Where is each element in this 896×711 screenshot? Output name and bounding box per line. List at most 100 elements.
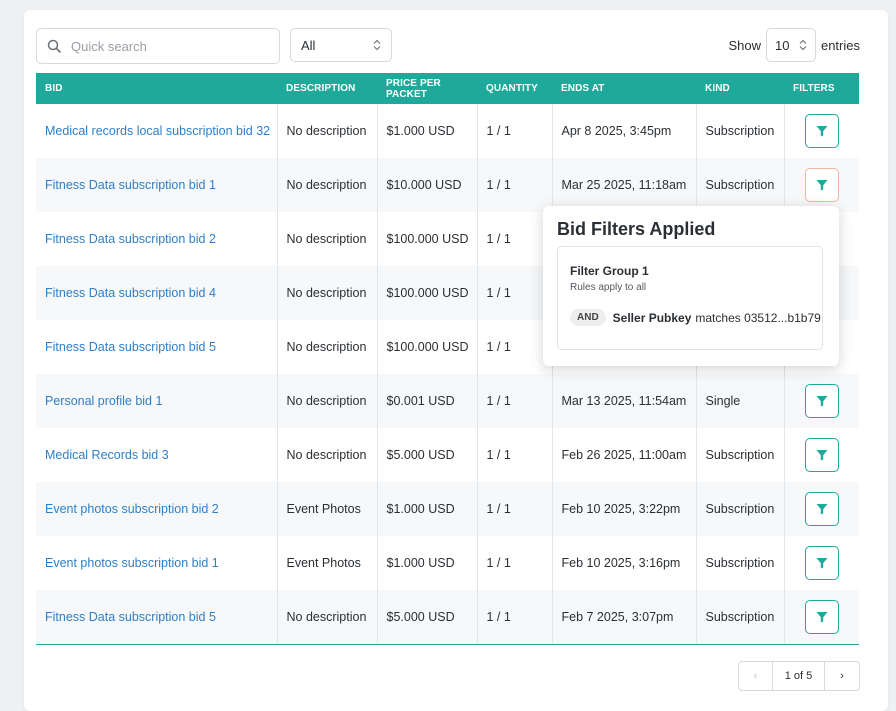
rule-operator-badge: AND [570,309,606,326]
prev-page-button[interactable]: ‹ [739,662,773,690]
filter-button[interactable] [804,168,839,202]
bid-cell[interactable]: Personal profile bid 1 [36,374,278,428]
bid-cell[interactable]: Event photos subscription bid 2 [36,482,278,536]
filter-button[interactable] [804,114,839,148]
filters-cell [784,158,859,212]
filter-button[interactable] [804,438,839,472]
header-ends-at[interactable]: ENDS AT [552,73,696,104]
filter-button[interactable] [804,492,839,526]
quick-search[interactable] [36,28,280,64]
entries-control: Show 10 entries [728,28,860,62]
next-page-button[interactable]: › [840,670,844,682]
price-cell: $1.000 USD [377,104,478,158]
price-cell: $5.000 USD [377,590,478,645]
entries-value: 10 [774,37,790,53]
quantity-cell: 1 / 1 [477,104,553,158]
price-cell: $5.000 USD [377,428,478,482]
bid-cell[interactable]: Fitness Data subscription bid 1 [36,158,278,212]
ends-at-cell: Feb 7 2025, 3:07pm [552,590,697,645]
kind-filter-value: All [301,37,316,53]
price-cell: $100.000 USD [377,266,478,320]
ends-at-cell: Mar 25 2025, 11:18am [552,158,697,212]
price-cell: $10.000 USD [377,158,478,212]
table-row: Fitness Data subscription bid 5 No descri… [36,590,859,645]
entries-select[interactable]: 10 [765,28,816,62]
price-cell: $1.000 USD [377,482,478,536]
description-cell: No description [277,590,378,645]
funnel-icon [816,396,828,407]
quantity-cell: 1 / 1 [477,590,553,645]
funnel-icon [816,126,828,137]
filters-cell [784,536,859,590]
filters-cell [784,428,859,482]
popover-title: Bid Filters Applied [557,219,716,239]
bid-cell[interactable]: Fitness Data subscription bid 4 [36,266,278,320]
search-input[interactable] [69,37,263,55]
bid-cell[interactable]: Fitness Data subscription bid 2 [36,212,278,266]
kind-filter-select[interactable]: All [290,28,392,62]
description-cell: No description [277,266,378,320]
description-cell: No description [277,212,378,266]
table-row: Medical records local subscription bid 3… [36,104,859,158]
description-cell: No description [277,374,378,428]
filters-cell [784,482,859,536]
filter-button[interactable] [804,384,839,418]
funnel-icon [816,180,828,191]
table-row: Event photos subscription bid 1 Event Pho… [36,536,859,590]
funnel-icon [816,558,828,569]
updown-chevron-icon [373,39,381,51]
table-row: Medical Records bid 3 No description $5.00… [36,428,859,482]
kind-cell: Subscription [696,590,785,645]
quantity-cell: 1 / 1 [477,266,553,320]
price-cell: $1.000 USD [377,536,478,590]
entries-label: entries [820,37,860,53]
bid-filters-popover: Bid Filters Applied Filter Group 1 Rules… [543,206,839,366]
table-row: Personal profile bid 1 No description $0.0… [36,374,859,428]
updown-chevron-icon [799,39,807,51]
description-cell: Event Photos [277,482,378,536]
header-filters: FILTERS [784,73,859,104]
description-cell: No description [277,104,378,158]
quantity-cell: 1 / 1 [477,374,553,428]
bid-cell[interactable]: Medical records local subscription bid 3… [36,104,278,158]
quantity-cell: 1 / 1 [477,482,553,536]
price-cell: $100.000 USD [377,320,478,374]
header-price[interactable]: PRICE PER PACKET [377,73,477,104]
filters-cell [784,104,859,158]
pagination: ‹ 1 of 5 › [738,661,860,691]
description-cell: Event Photos [277,536,378,590]
quantity-cell: 1 / 1 [477,428,553,482]
filter-button[interactable] [804,600,839,634]
filter-group-subtitle: Rules apply to all [570,282,647,293]
filter-group: Filter Group 1 Rules apply to all AND Se… [557,246,823,350]
ends-at-cell: Apr 8 2025, 3:45pm [552,104,697,158]
bid-cell[interactable]: Fitness Data subscription bid 5 [36,320,278,374]
table-row: Event photos subscription bid 2 Event Pho… [36,482,859,536]
kind-cell: Subscription [696,428,785,482]
header-quantity[interactable]: QUANTITY [477,73,552,104]
rule-field: Seller Pubkey [612,310,692,325]
kind-cell: Single [696,374,785,428]
show-label: Show [728,37,761,53]
filter-button[interactable] [804,546,839,580]
ends-at-cell: Feb 10 2025, 3:16pm [552,536,697,590]
header-kind[interactable]: KIND [696,73,784,104]
ends-at-cell: Feb 26 2025, 11:00am [552,428,697,482]
bid-cell[interactable]: Event photos subscription bid 1 [36,536,278,590]
price-cell: $0.001 USD [377,374,478,428]
header-bid[interactable]: BID [36,73,277,104]
quantity-cell: 1 / 1 [477,212,553,266]
bid-cell[interactable]: Medical Records bid 3 [36,428,278,482]
description-cell: No description [277,320,378,374]
header-description[interactable]: DESCRIPTION [277,73,377,104]
kind-cell: Subscription [696,482,785,536]
table-row: Fitness Data subscription bid 1 No descri… [36,158,859,212]
table-header-row: BID DESCRIPTION PRICE PER PACKET QUANTIT… [36,73,859,104]
filters-cell [784,374,859,428]
bid-cell[interactable]: Fitness Data subscription bid 5 [36,590,278,645]
description-cell: No description [277,428,378,482]
quantity-cell: 1 / 1 [477,320,553,374]
funnel-icon [816,450,828,461]
rule-condition: matches 03512...b1b79 [695,310,821,325]
filters-cell [784,590,859,645]
